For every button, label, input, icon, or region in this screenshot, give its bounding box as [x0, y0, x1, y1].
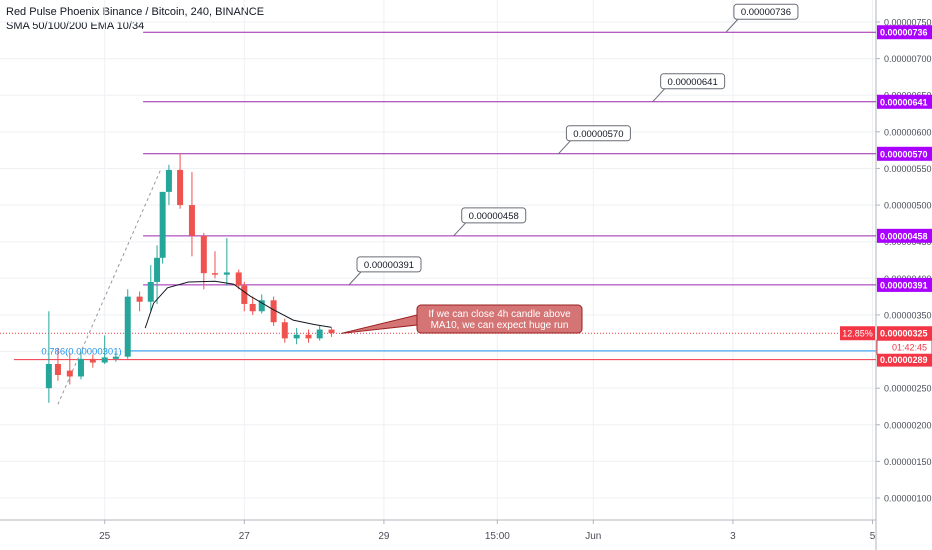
- time-tick-label: 5: [870, 531, 876, 542]
- trend-line: [57, 169, 161, 405]
- price-tick-label: 0.00000550: [884, 164, 932, 174]
- current-price-tag-text: 0.00000325: [880, 329, 928, 339]
- level-callout-pointer: [348, 271, 362, 286]
- price-tick-label: 0.00000150: [884, 457, 932, 467]
- candle-body-down: [281, 322, 288, 339]
- price-tick-label: 0.00000750: [884, 17, 932, 27]
- time-tick-label: 3: [730, 531, 736, 542]
- chart-title: Red Pulse Phoenix Binance / Bitcoin, 240…: [6, 6, 265, 18]
- candle-body-down: [305, 334, 312, 339]
- countdown-text: 01:42:45: [892, 343, 927, 353]
- level-callout-pointer: [725, 18, 739, 33]
- price-tick-label: 0.00000100: [884, 494, 932, 504]
- level-price-tag-bg: [877, 277, 932, 292]
- candle-body-up: [223, 272, 230, 275]
- candle-body-up: [101, 357, 108, 363]
- price-tick-label: 0.00000250: [884, 384, 932, 394]
- level-price-tag-bg: [877, 25, 932, 40]
- candle-body-up: [316, 329, 323, 339]
- level-callout-label: 0.00000391: [364, 260, 414, 271]
- candle-body-down: [241, 285, 248, 304]
- candle-body-down: [136, 296, 143, 302]
- level-callout-pointer: [558, 140, 571, 155]
- change-badge-bg: [840, 326, 875, 341]
- candle-body-up: [112, 356, 119, 359]
- candle-body-down: [235, 272, 242, 286]
- annotation-pointer: [340, 314, 418, 334]
- candle-body-up: [77, 358, 84, 377]
- price-tick-label: 0.00000200: [884, 420, 932, 430]
- level-price-tag-bg: [877, 94, 932, 109]
- level-callout-box: [356, 256, 422, 273]
- level-callout-pointer: [453, 222, 467, 237]
- support-price-tag-bg: [877, 352, 932, 367]
- level-callout-pointer: [652, 88, 666, 103]
- fib-label: 0.786(0.00000301): [41, 346, 121, 357]
- time-tick-label: 27: [239, 531, 251, 542]
- candle-body-down: [188, 205, 195, 236]
- level-callout-label: 0.00000641: [668, 77, 718, 88]
- level-callout-label: 0.00000736: [741, 7, 791, 18]
- annotation-text-line-2: MA10, we can expect huge run: [431, 320, 569, 331]
- candle-body-down: [211, 273, 218, 275]
- candle-body-down: [249, 303, 256, 312]
- candle-body-up: [159, 191, 166, 258]
- candle-body-down: [200, 235, 207, 274]
- candle-body-up: [124, 296, 131, 357]
- level-callout-label: 0.00000570: [573, 129, 623, 140]
- price-tick-label: 0.00000350: [884, 310, 932, 320]
- change-badge-text: 12.85%: [842, 329, 873, 339]
- countdown-bg: [876, 339, 932, 355]
- support-price-tag-text: 0.00000289: [880, 355, 928, 365]
- ema-line: [144, 280, 332, 329]
- candle-body-down: [54, 364, 61, 375]
- annotation-box: [416, 304, 583, 334]
- candle-body-up: [147, 281, 154, 302]
- annotation-text-line-1: If we can close 4h candle above: [428, 309, 571, 320]
- current-price-tag-bg: [877, 326, 932, 341]
- candle-body-down: [89, 358, 96, 363]
- time-tick-label: Jun: [585, 531, 601, 542]
- level-callout-label: 0.00000458: [469, 211, 519, 222]
- candle-body-down: [328, 329, 335, 334]
- candle-body-up: [154, 257, 161, 282]
- time-tick-label: 15:00: [485, 531, 510, 542]
- candle-body-up: [165, 169, 172, 192]
- level-price-tag-text: 0.00000458: [880, 231, 928, 241]
- candle-body-up: [45, 364, 52, 389]
- candle-body-up: [258, 300, 265, 312]
- level-price-tag-bg: [877, 228, 932, 243]
- level-callout-box: [565, 125, 631, 142]
- indicator-legend: SMA 50/100/200 EMA 10/34: [6, 20, 145, 32]
- level-callout-box: [461, 207, 527, 224]
- price-tick-label: 0.00000700: [884, 54, 932, 64]
- price-tick-label: 0.00000600: [884, 127, 932, 137]
- price-tick-label: 0.00000500: [884, 201, 932, 211]
- level-price-tag-text: 0.00000570: [880, 149, 928, 159]
- time-tick-label: 25: [99, 531, 111, 542]
- level-price-tag-bg: [877, 146, 932, 161]
- candle-body-down: [177, 169, 184, 206]
- candle-body-down: [270, 300, 277, 323]
- level-price-tag-text: 0.00000736: [880, 28, 928, 38]
- candle-body-down: [66, 370, 73, 377]
- level-callout-box: [660, 73, 726, 90]
- level-price-tag-text: 0.00000641: [880, 97, 928, 107]
- level-price-tag-text: 0.00000391: [880, 280, 928, 290]
- level-callout-box: [733, 3, 799, 20]
- candle-body-up: [293, 334, 300, 339]
- time-tick-label: 29: [378, 531, 390, 542]
